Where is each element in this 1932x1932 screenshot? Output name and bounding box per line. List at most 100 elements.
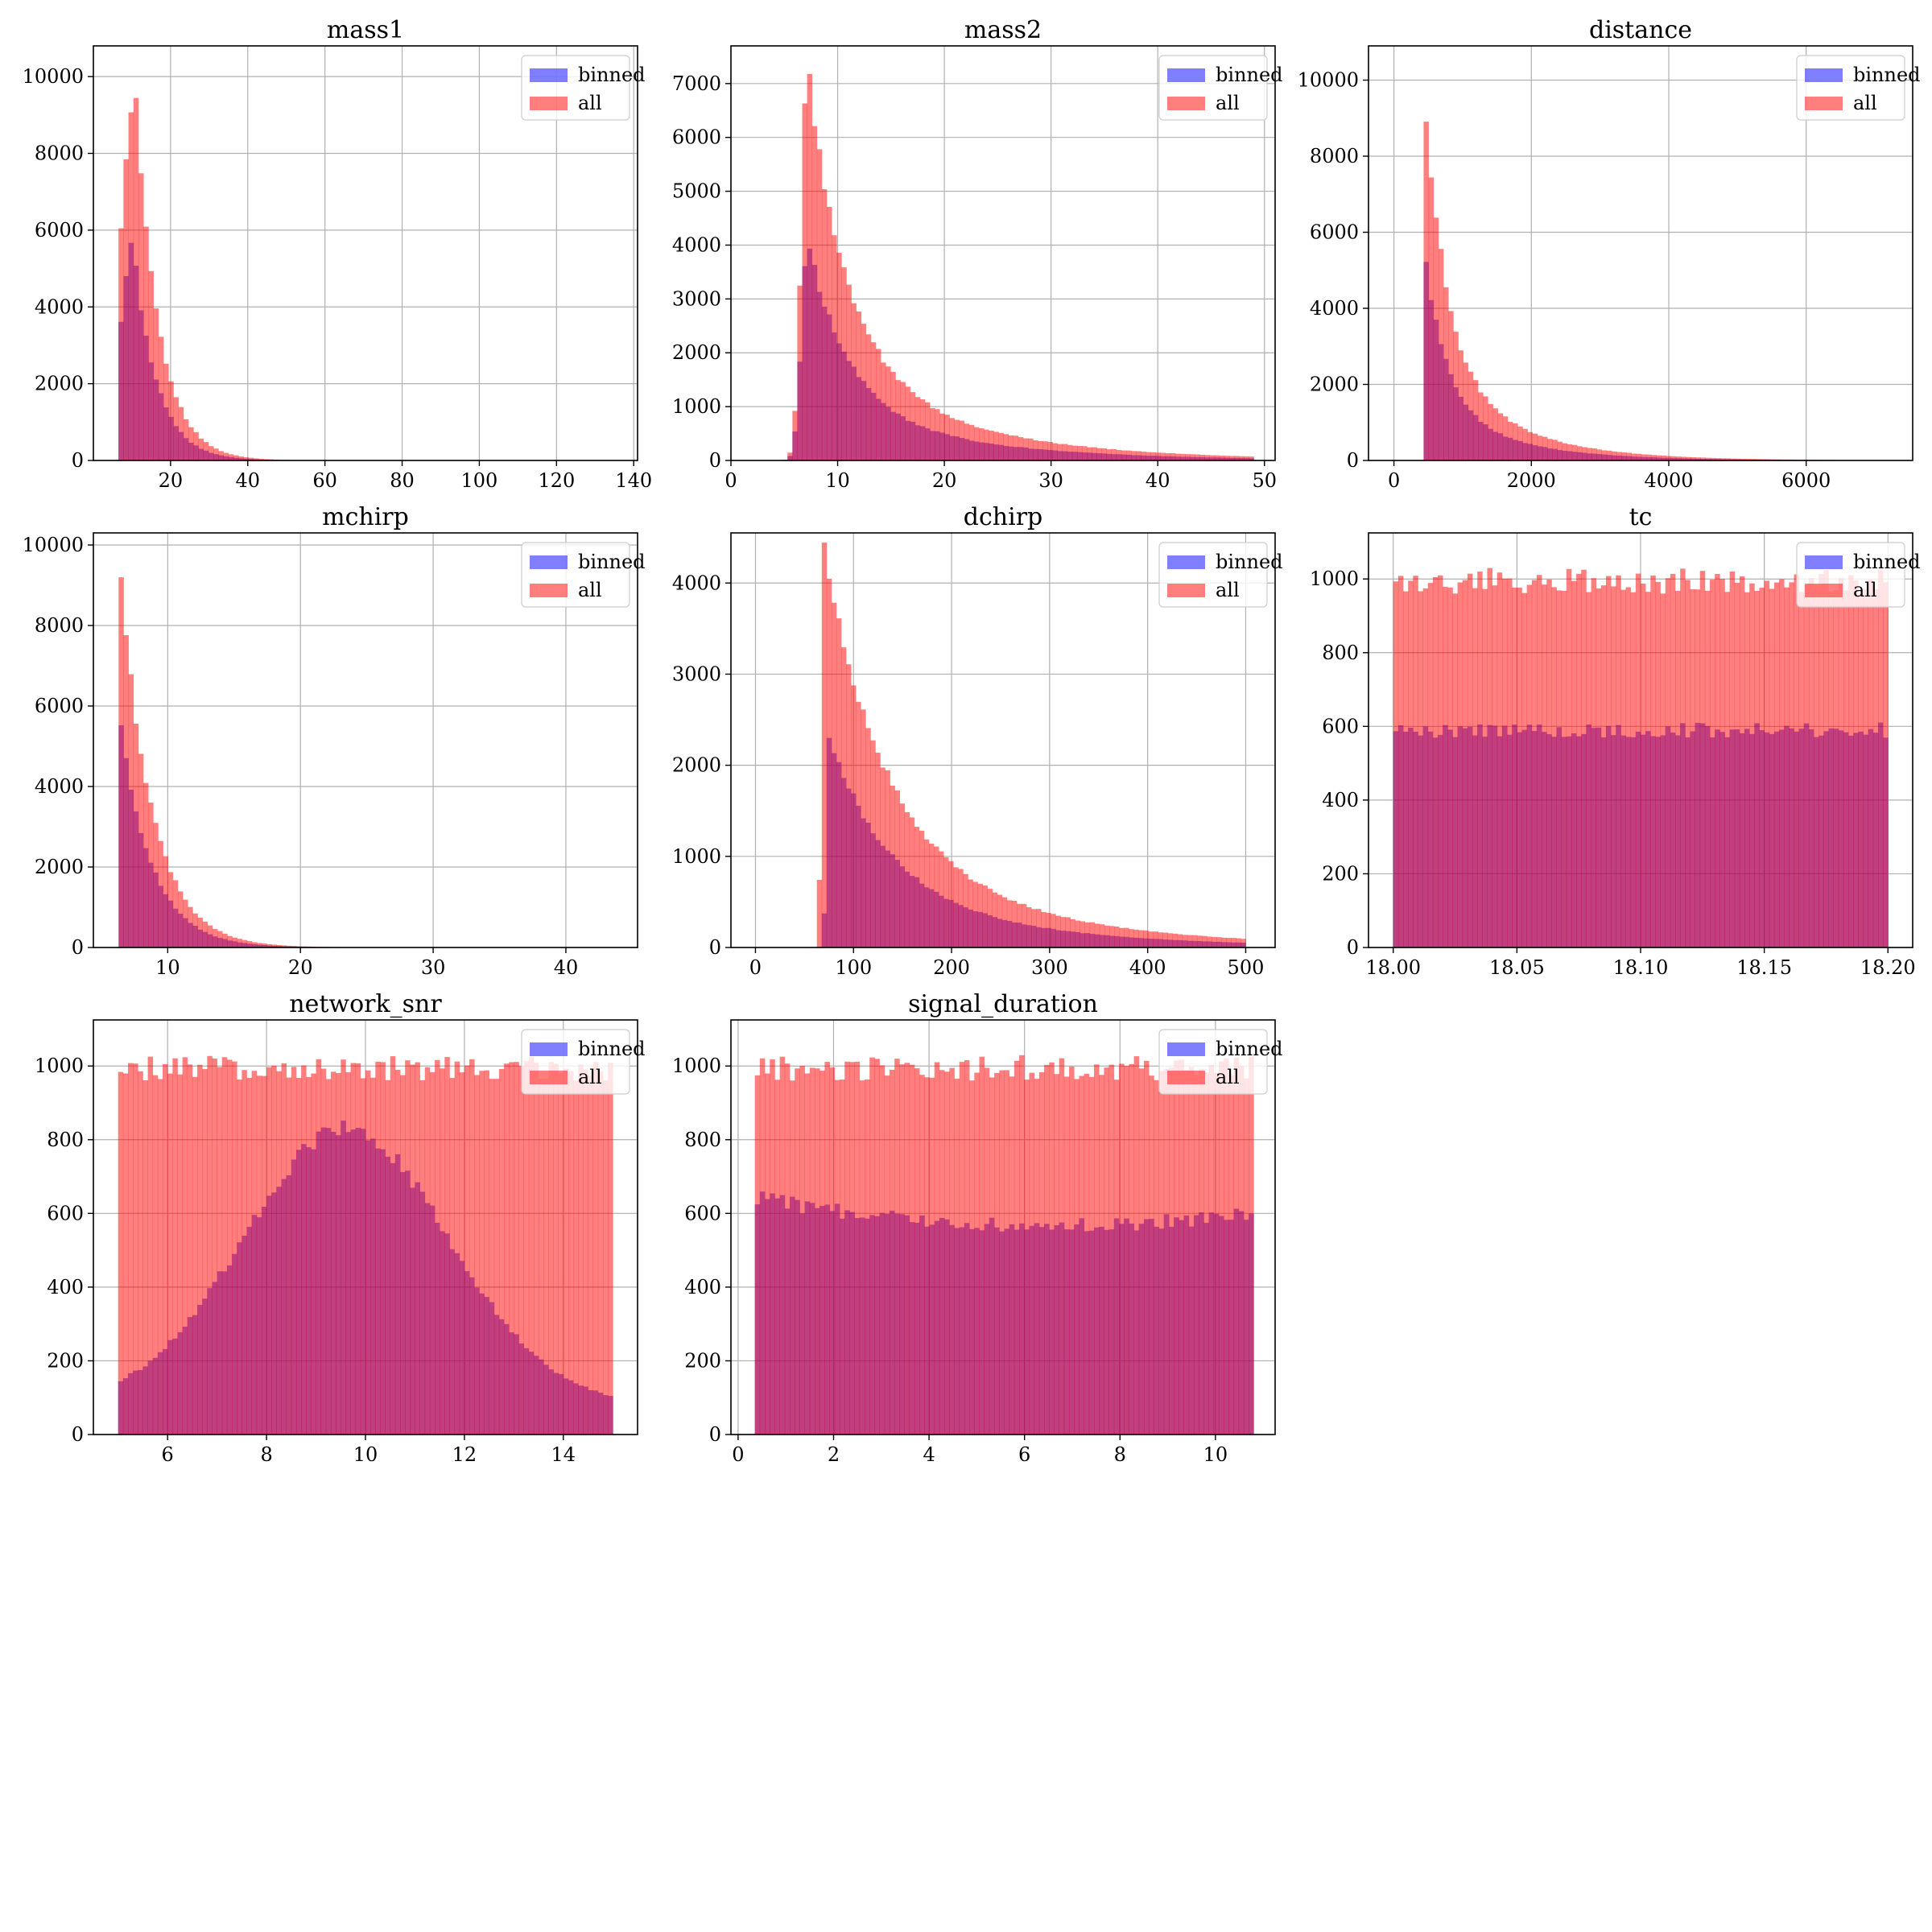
bar-all bbox=[188, 427, 194, 460]
bar-all bbox=[1199, 454, 1205, 460]
bar-all bbox=[1576, 573, 1582, 947]
bar-all bbox=[128, 674, 134, 947]
bar-all bbox=[1858, 593, 1864, 947]
bar-all bbox=[1101, 448, 1107, 460]
bar-all bbox=[568, 1071, 574, 1435]
y-tick-label: 4000 bbox=[35, 295, 84, 318]
bar-all bbox=[479, 1071, 485, 1435]
bar-all bbox=[1759, 588, 1765, 947]
bar-all bbox=[1208, 1064, 1215, 1435]
bar-all bbox=[1823, 569, 1829, 947]
bar-all bbox=[301, 1065, 307, 1435]
bar-all bbox=[415, 1062, 420, 1435]
x-tick-label: 60 bbox=[312, 469, 337, 492]
bar-all bbox=[1143, 930, 1149, 947]
bar-all bbox=[1472, 380, 1479, 460]
y-tick-label: 4000 bbox=[1310, 297, 1359, 320]
bar-all bbox=[1670, 573, 1676, 947]
bar-all bbox=[187, 1064, 193, 1435]
bar-all bbox=[1636, 453, 1642, 460]
bar-all bbox=[856, 312, 862, 460]
legend-swatch-binned bbox=[1167, 1042, 1205, 1056]
bar-all bbox=[168, 381, 174, 460]
bar-all bbox=[1167, 933, 1174, 947]
bar-all bbox=[910, 392, 916, 460]
bar-all bbox=[1084, 922, 1091, 947]
bar-all bbox=[1818, 574, 1824, 947]
bar-all bbox=[1028, 438, 1034, 460]
bar-all bbox=[1041, 911, 1046, 947]
panel-tc: 18.00 18.05 18.10 18.15 18.20 0 200 400 600 800 10… bbox=[1310, 503, 1921, 979]
x-tick-label: 18.00 bbox=[1365, 956, 1421, 979]
bar-all bbox=[1551, 587, 1557, 947]
bar-all bbox=[212, 1058, 217, 1435]
bar-all bbox=[1487, 568, 1492, 947]
bar-all bbox=[1645, 454, 1652, 460]
bar-all bbox=[232, 1061, 237, 1435]
bar-all bbox=[890, 371, 896, 460]
bar-all bbox=[1104, 925, 1110, 947]
bar-all bbox=[1576, 446, 1583, 460]
y-tick-label: 10000 bbox=[23, 65, 84, 88]
bar-all bbox=[232, 937, 237, 947]
bar-all bbox=[923, 839, 930, 947]
bar-all bbox=[1038, 1071, 1045, 1435]
bar-all bbox=[1024, 1080, 1030, 1435]
bar-all bbox=[1182, 935, 1188, 947]
x-tick-label: 20 bbox=[288, 956, 313, 979]
bar-all bbox=[553, 1063, 559, 1435]
legend: binned all bbox=[521, 542, 646, 608]
bar-all bbox=[879, 1065, 886, 1435]
bar-all bbox=[1552, 440, 1558, 460]
bar-all bbox=[592, 1062, 599, 1435]
bar-all bbox=[355, 1063, 361, 1435]
bar-all bbox=[1221, 937, 1227, 947]
bar-all bbox=[153, 308, 159, 460]
bar-all bbox=[1601, 450, 1608, 460]
bar-all bbox=[1054, 1074, 1059, 1435]
y-tick-label: 1000 bbox=[1310, 568, 1359, 590]
bar-all bbox=[1042, 441, 1048, 460]
bar-all bbox=[1883, 582, 1889, 947]
bar-all bbox=[876, 349, 881, 460]
bar-all bbox=[1532, 433, 1538, 460]
y-tick-label: 800 bbox=[47, 1129, 84, 1151]
legend-label-all: all bbox=[1216, 579, 1240, 601]
bar-all bbox=[1872, 588, 1879, 947]
x-tick-label: 120 bbox=[538, 469, 575, 492]
legend-label-binned: binned bbox=[578, 551, 646, 573]
bar-all bbox=[1513, 423, 1518, 460]
bar-all bbox=[802, 103, 807, 460]
bar-all bbox=[1234, 456, 1240, 460]
bar-all bbox=[844, 1061, 850, 1435]
bar-all bbox=[1003, 434, 1009, 460]
bar-all bbox=[958, 869, 964, 947]
panel-title: signal_duration bbox=[908, 990, 1098, 1018]
bar-all bbox=[1233, 1057, 1240, 1435]
bar-all bbox=[1744, 592, 1750, 947]
legend-label-binned: binned bbox=[1216, 1038, 1283, 1060]
bar-all bbox=[1630, 592, 1637, 947]
bar-all bbox=[360, 1078, 366, 1435]
bar-all bbox=[375, 1061, 381, 1435]
bar-all bbox=[832, 235, 837, 460]
bar-all bbox=[1408, 580, 1414, 947]
bar-all bbox=[142, 1080, 148, 1435]
bar-all bbox=[1397, 576, 1404, 947]
bar-all bbox=[286, 945, 292, 947]
bar-all bbox=[493, 1079, 500, 1435]
bar-all bbox=[1438, 575, 1443, 947]
bar-all bbox=[444, 1057, 450, 1435]
x-tick-label: 20 bbox=[159, 469, 184, 492]
bar-all bbox=[993, 431, 999, 460]
bar-all bbox=[227, 935, 233, 947]
bar-all bbox=[1848, 575, 1854, 947]
y-tick-label: 3000 bbox=[672, 663, 721, 685]
bar-all bbox=[999, 1070, 1005, 1435]
bar-all bbox=[894, 1059, 900, 1435]
bar-all bbox=[1214, 455, 1220, 460]
bar-all bbox=[1611, 451, 1617, 460]
bar-all bbox=[177, 1074, 183, 1435]
bar-all bbox=[1236, 938, 1241, 947]
bar-all bbox=[147, 1056, 154, 1435]
